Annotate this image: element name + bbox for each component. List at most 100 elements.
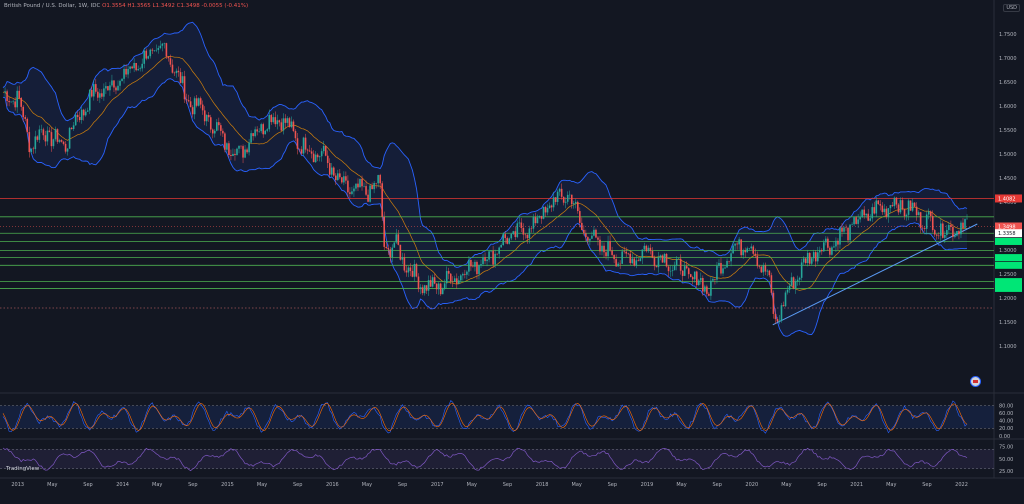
- candle-body: [691, 277, 694, 280]
- candle-body: [821, 249, 823, 252]
- candle-body: [585, 233, 587, 238]
- candle-body: [76, 114, 79, 118]
- candle-body: [536, 217, 539, 224]
- candle-body: [474, 261, 476, 267]
- candle-body: [183, 76, 186, 100]
- candle-body: [70, 127, 73, 130]
- time-tick-label: Sep: [608, 482, 617, 488]
- candle-body: [532, 217, 535, 229]
- candle-body: [613, 254, 615, 260]
- price-tick-label: 1.5000: [999, 152, 1017, 158]
- time-tick-label: Sep: [817, 482, 826, 488]
- candle-body: [891, 205, 894, 207]
- candle-body: [151, 49, 154, 51]
- candle-body: [782, 305, 785, 307]
- candle-body: [127, 68, 129, 75]
- candle-body: [683, 266, 686, 276]
- candle-body: [635, 260, 638, 266]
- candle-body: [201, 104, 204, 111]
- candle-body: [518, 222, 521, 224]
- candle-body: [339, 173, 341, 178]
- candle-body: [712, 278, 714, 281]
- candle-body: [254, 129, 256, 137]
- price-tick-label: 1.3000: [999, 248, 1017, 254]
- candle-body: [211, 129, 214, 134]
- time-tick-label: May: [47, 482, 57, 488]
- candle-body: [42, 129, 45, 136]
- candle-body: [722, 268, 724, 274]
- candle-body: [435, 283, 438, 290]
- candle-body: [702, 278, 704, 292]
- candle-body: [812, 252, 815, 259]
- candle-body: [441, 288, 444, 295]
- stoch-tick-label: 40.00: [999, 419, 1013, 425]
- candle-body: [901, 200, 904, 210]
- candle-body: [111, 80, 113, 86]
- candle-body: [155, 49, 158, 51]
- candle-body: [776, 319, 779, 322]
- candle-body: [260, 124, 262, 132]
- candle-body: [419, 287, 422, 290]
- candle-body: [375, 182, 377, 184]
- trendline: [772, 223, 978, 326]
- candle-body: [962, 222, 964, 229]
- candle-body: [798, 277, 801, 280]
- candle-body: [661, 255, 664, 263]
- candle-body: [607, 241, 609, 257]
- candle-body: [266, 129, 269, 131]
- candle-body: [851, 224, 853, 225]
- candle-body: [881, 205, 884, 213]
- candle-body: [167, 56, 170, 59]
- candle-body: [667, 266, 670, 272]
- candle-body: [26, 118, 29, 133]
- rsi-line: [2, 447, 968, 472]
- candle-body: [720, 262, 722, 274]
- candle-body: [873, 207, 876, 214]
- candle-body: [942, 223, 944, 238]
- candle-body: [492, 250, 494, 265]
- candle-body: [958, 231, 960, 235]
- rsi-tick-label: 75.00: [999, 445, 1013, 451]
- candle-body: [369, 185, 371, 202]
- candle-body: [935, 234, 938, 236]
- candle-body: [589, 238, 591, 241]
- candle-body: [847, 227, 849, 241]
- candle-body: [328, 163, 331, 175]
- time-tick-label: 2013: [11, 482, 24, 488]
- candle-body: [324, 145, 327, 156]
- price-tick-label: 1.1500: [999, 320, 1017, 326]
- candle-body: [506, 238, 509, 244]
- candle-body: [385, 246, 388, 248]
- candle-body: [282, 118, 285, 131]
- candle-body: [708, 293, 710, 296]
- candle-body: [649, 247, 652, 251]
- candle-body: [887, 208, 890, 218]
- candle-body: [97, 91, 99, 98]
- candle-body: [123, 68, 125, 79]
- candle-body: [286, 118, 289, 123]
- candle-body: [300, 149, 303, 154]
- candle-body: [252, 133, 254, 137]
- candle-body: [453, 278, 456, 282]
- candle-body: [220, 125, 222, 131]
- candle-body: [351, 191, 353, 194]
- candle-body: [706, 286, 708, 294]
- candle-body: [710, 280, 712, 296]
- candle-body: [462, 273, 464, 276]
- candle-body: [423, 285, 426, 294]
- candle-body: [10, 101, 12, 103]
- candle-body: [631, 258, 634, 264]
- uk-flag-icon[interactable]: [970, 376, 981, 387]
- candle-body: [115, 87, 117, 91]
- candle-body: [560, 188, 563, 197]
- symbol-title: British Pound / U.S. Dollar, 1W, IDC: [4, 3, 101, 9]
- candle-body: [207, 114, 210, 118]
- candle-body: [742, 250, 744, 256]
- candle-body: [66, 148, 69, 152]
- candle-body: [784, 292, 787, 307]
- currency-button[interactable]: USD: [1003, 4, 1020, 12]
- candle-body: [74, 114, 77, 126]
- candle-body: [621, 251, 623, 264]
